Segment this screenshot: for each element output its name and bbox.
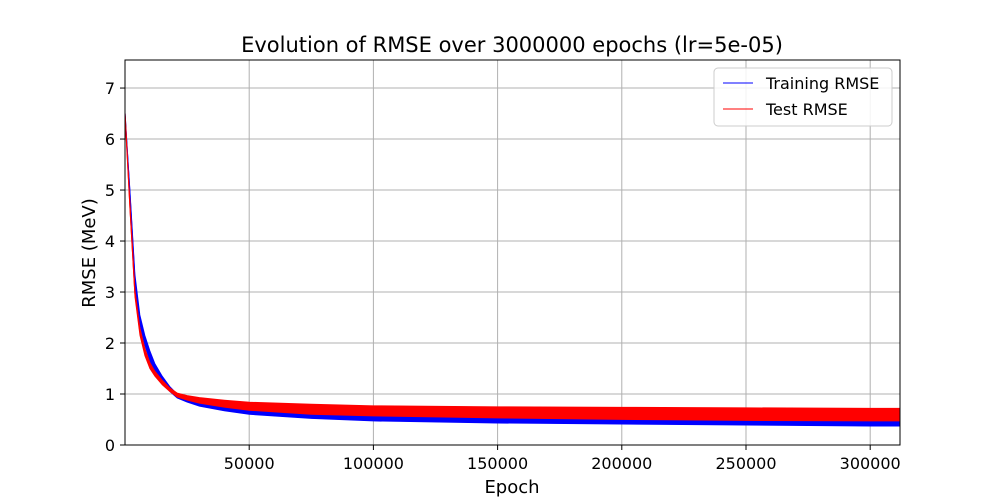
chart-title: Evolution of RMSE over 3000000 epochs (l… (241, 33, 783, 57)
legend-label-training: Training RMSE (765, 74, 879, 93)
x-axis-label: Epoch (484, 477, 539, 498)
series-band-test (125, 113, 900, 422)
y-tick-label: 7 (105, 79, 115, 98)
x-tick-label: 200000 (591, 454, 652, 473)
plot-frame (124, 59, 901, 446)
ticks: 50000 100000 150000 200000 250000 300000 0 1 2 3 4… (105, 79, 901, 473)
series-band-training (125, 113, 900, 427)
y-tick-label: 0 (105, 436, 115, 455)
legend: Training RMSE Test RMSE (713, 67, 893, 127)
y-axis-label: RMSE (MeV) (79, 198, 100, 308)
y-tick-label: 4 (105, 232, 115, 251)
y-tick-label: 6 (105, 130, 115, 149)
x-tick-label: 250000 (715, 454, 776, 473)
x-tick-label: 150000 (467, 454, 528, 473)
x-tick-label: 300000 (840, 454, 901, 473)
series-layer (125, 113, 900, 427)
x-tick-label: 50000 (224, 454, 275, 473)
legend-label-test: Test RMSE (765, 100, 848, 119)
y-tick-label: 1 (105, 385, 115, 404)
series-line-test (125, 113, 900, 416)
x-tick-label: 100000 (343, 454, 404, 473)
legend-box (713, 67, 893, 127)
y-tick-label: 3 (105, 283, 115, 302)
series-line-training (125, 113, 900, 425)
y-tick-label: 2 (105, 334, 115, 353)
y-tick-label: 5 (105, 181, 115, 200)
